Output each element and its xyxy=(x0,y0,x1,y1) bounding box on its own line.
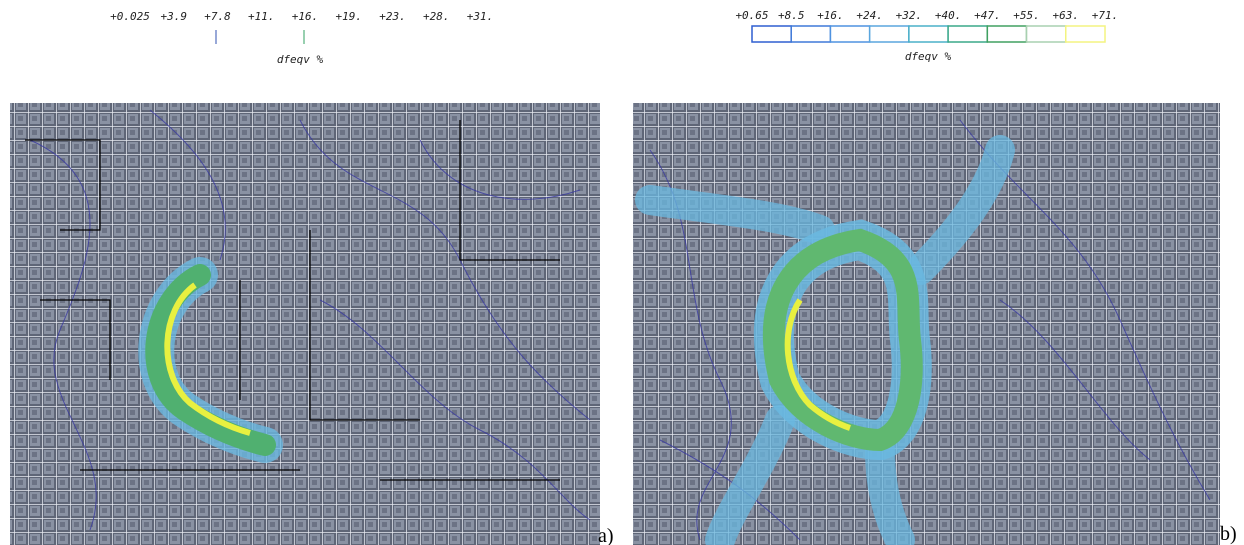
colorbar-cell xyxy=(1065,25,1106,43)
colorbar-tick-label: +8.5 xyxy=(778,9,805,22)
colorbar-ticks: +0.65 +8.5 +16. +24. +32. +40. +47. +55. +63. +71… xyxy=(735,9,1118,22)
colorbar-tick-label: +24. xyxy=(856,9,883,22)
colorbar-tick-label: +0.025 xyxy=(110,10,150,23)
colorbar-cell xyxy=(908,25,949,43)
colorbar-tick-label: +23. xyxy=(379,10,406,23)
colorbar-tick-label: +40. xyxy=(935,9,962,22)
colorbar-title: dfeqv % xyxy=(905,50,952,63)
colorbar-cell xyxy=(986,25,1028,43)
colorbar-cell xyxy=(751,25,792,43)
panel-image xyxy=(10,103,600,545)
colorbar-cell xyxy=(790,25,832,43)
colorbar-cell xyxy=(947,25,989,43)
colorbar-tick-label: +28. xyxy=(423,10,450,23)
colorbar-tick-label: +16. xyxy=(292,10,319,23)
colorbar-tick-label: +11. xyxy=(248,10,275,23)
colorbar-tick-label: +32. xyxy=(896,9,923,22)
colorbar-tick-label: +16. xyxy=(817,9,844,22)
colorbar-tick-label: +0.65 xyxy=(735,9,768,22)
colorbar-cell xyxy=(868,25,910,43)
panel-label: b) xyxy=(1220,523,1237,545)
colorbar-cell xyxy=(829,25,871,43)
colorbar-tick-label: +71. xyxy=(1092,9,1119,22)
colorbar-tick-label: +47. xyxy=(974,9,1001,22)
colorbar-ticks: +0.025 +3.9 +7.8 +11. +16. +19. +23. +28. +31. xyxy=(110,10,493,23)
colorbar xyxy=(751,25,1106,43)
panel-image xyxy=(633,103,1220,545)
colorbar-tick-label: +31. xyxy=(467,10,494,23)
colorbar-tick-label: +19. xyxy=(336,10,363,23)
colorbar-tick-label: +7.8 xyxy=(204,10,231,23)
colorbar-tick-label: +55. xyxy=(1013,9,1040,22)
colorbar-title: dfeqv % xyxy=(277,53,324,66)
colorbar-tick-label: +63. xyxy=(1053,9,1080,22)
colorbar-tick-label: +3.9 xyxy=(161,10,188,23)
colorbar-cell xyxy=(1025,25,1067,43)
panel-label: a) xyxy=(598,525,614,545)
